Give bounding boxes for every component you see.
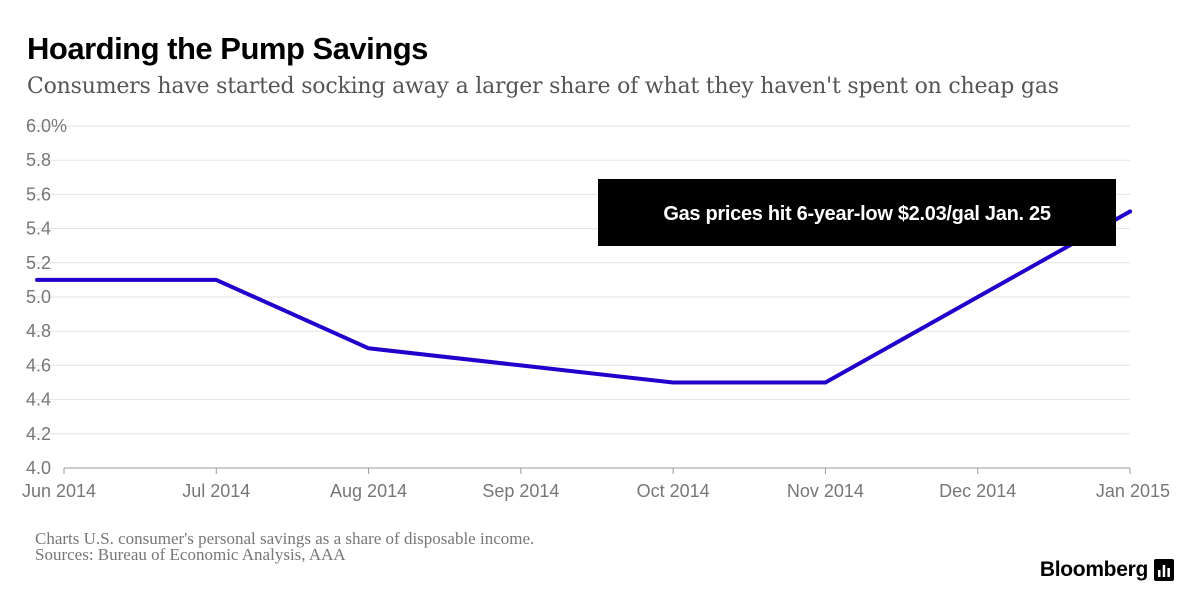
chart-footnote: Charts U.S. consumer's personal savings … [35,529,535,548]
x-tick-label: Jan 2015 [1096,481,1170,501]
y-tick-label: 4.2 [26,424,51,444]
chart-subtitle: Consumers have started socking away a la… [27,74,1059,99]
y-tick-label: 5.2 [26,253,51,273]
series-line [35,209,1132,385]
x-tick-label: Oct 2014 [637,481,710,501]
x-tick-label: Dec 2014 [939,481,1016,501]
y-tick-label: 4.0 [26,458,51,478]
annotation: Gas prices hit 6-year-low $2.03/gal Jan.… [598,179,1132,246]
y-tick-label: 4.6 [26,355,51,375]
y-tick-label: 5.0 [26,287,51,307]
y-tick-label: 5.6 [26,184,51,204]
x-tick-label: Sep 2014 [482,481,559,501]
y-tick-label: 5.4 [26,219,51,239]
x-tick-label: Aug 2014 [330,481,407,501]
y-tick-label: 5.8 [26,150,51,170]
brand-name: Bloomberg [1039,558,1148,581]
annotation-box [598,179,1116,246]
axes: 6.0% 5.8 5.6 5.4 5.2 5.0 4.8 4.6 4.4 4.2 4.0 Jun 20… [22,116,1170,501]
annotation-marker [1128,209,1132,214]
bloomberg-chart-icon [1154,559,1174,581]
x-tick-label: Jun 2014 [22,481,96,501]
gridlines [26,125,1130,435]
y-tick-label: 4.8 [26,321,51,341]
y-tick-label: 6.0% [26,116,67,136]
annotation-text: Gas prices hit 6-year-low $2.03/gal Jan.… [663,203,1050,225]
x-tick-label: Nov 2014 [787,481,864,501]
brand-logo: Bloomberg [1040,558,1174,582]
chart-title: Hoarding the Pump Savings [27,31,428,66]
x-tick-label: Jul 2014 [182,481,250,501]
y-tick-label: 4.4 [26,390,51,410]
chart-sources: Sources: Bureau of Economic Analysis, AA… [35,545,346,564]
